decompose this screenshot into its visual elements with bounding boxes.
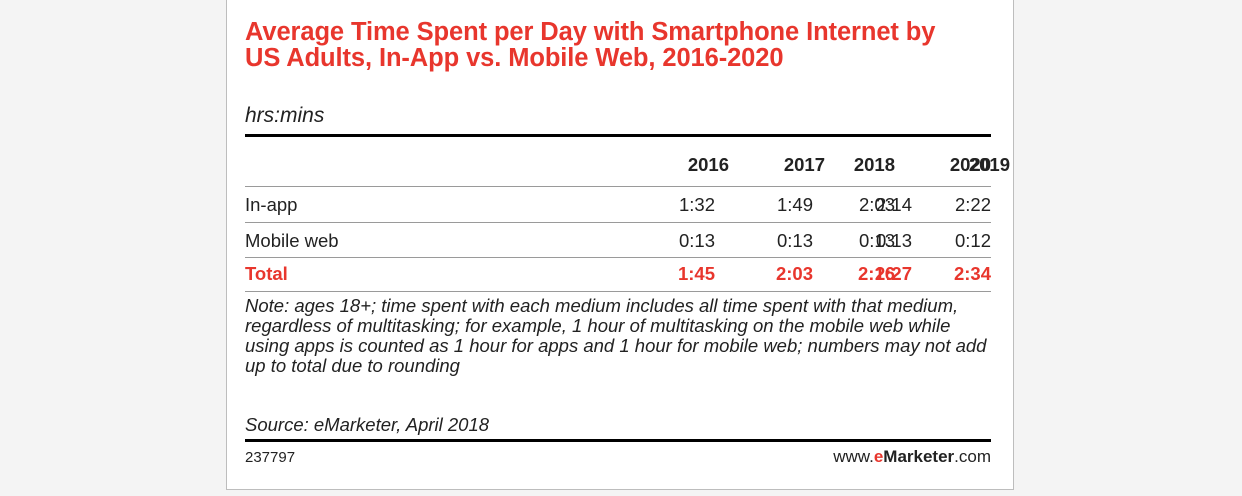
chart-card: Average Time Spent per Day with Smartpho…: [226, 0, 1014, 490]
total-cell: 2:16: [857, 263, 895, 284]
column-header: 2019: [968, 154, 1010, 175]
header-top-rule: [245, 134, 991, 137]
table-cell: 2:03: [858, 194, 895, 215]
table-cell: 0:13: [875, 230, 912, 251]
brand-url: www.eMarketer.com: [833, 447, 991, 467]
row-divider: [245, 257, 991, 258]
table-cell: 2:22: [954, 194, 991, 215]
total-row: Total 1:45 2:03 2:16 2:27 2:34: [245, 257, 991, 291]
column-header: 2016: [687, 154, 729, 175]
total-cell: 1:45: [677, 263, 715, 284]
table-row: Mobile web 0:13 0:13 0:13 0:13 0:12: [245, 224, 991, 258]
column-header: 2018: [853, 154, 895, 175]
chart-note: Note: ages 18+; time spent with each med…: [245, 295, 987, 376]
column-header: 2017: [783, 154, 825, 175]
table-row: In-app 1:32 1:49 2:03 2:14 2:22: [245, 188, 991, 222]
table-header-row: 2016 2017 2018 2019 2020: [245, 148, 1010, 182]
brand-name: Marketer: [883, 447, 955, 466]
table-cell: 1:49: [776, 194, 813, 215]
row-label: Mobile web: [245, 230, 339, 251]
header-bottom-rule: [245, 186, 991, 187]
chart-title: Average Time Spent per Day with Smartpho…: [245, 18, 936, 72]
table-cell: 0:13: [678, 230, 715, 251]
total-label: Total: [245, 263, 288, 284]
chart-id: 237797: [245, 449, 296, 466]
table-cell: 0:13: [858, 230, 895, 251]
brand-e-logo: e: [873, 447, 884, 466]
chart-subtitle: hrs:mins: [245, 104, 325, 127]
row-divider: [245, 222, 991, 223]
table-cell: 0:12: [954, 230, 991, 251]
footer-rule: [245, 439, 991, 442]
brand-url-suffix: .com: [954, 447, 991, 466]
table-cell: 1:32: [678, 194, 715, 215]
column-header: 2020: [949, 154, 991, 175]
total-cell: 2:03: [775, 263, 813, 284]
row-label: In-app: [245, 194, 298, 215]
total-cell: 2:34: [953, 263, 991, 284]
brand-url-prefix: www.: [833, 447, 874, 466]
table-cell: 0:13: [776, 230, 813, 251]
total-cell: 2:27: [874, 263, 912, 284]
chart-source: Source: eMarketer, April 2018: [245, 414, 490, 435]
table-cell: 2:14: [875, 194, 912, 215]
total-divider: [245, 291, 991, 292]
